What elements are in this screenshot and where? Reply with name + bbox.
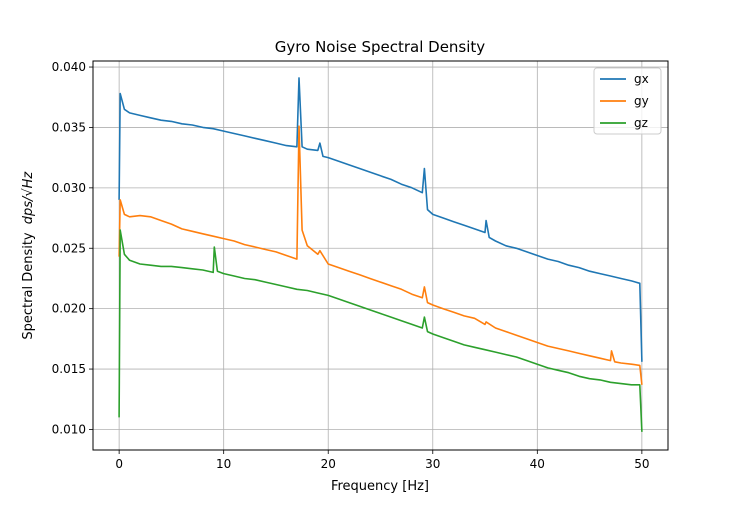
x-tick-label: 40 <box>530 457 545 471</box>
y-axis-label-prefix: Spectral Density <box>21 232 36 340</box>
y-tick-label: 0.020 <box>52 302 86 316</box>
x-tick-label: 10 <box>216 457 231 471</box>
x-tick-label: 50 <box>634 457 649 471</box>
x-tick-label: 20 <box>321 457 336 471</box>
series-line-gx <box>118 77 643 362</box>
legend-box <box>593 67 662 135</box>
chart-title: Gyro Noise Spectral Density <box>275 38 486 56</box>
series-line-gy <box>118 125 643 385</box>
plot-frame <box>92 60 669 451</box>
grid-lines <box>93 61 668 450</box>
x-tick-label: 0 <box>115 457 123 471</box>
x-axis-label: Frequency [Hz] <box>331 479 429 494</box>
x-axis: 0 10 20 30 40 50 <box>115 450 650 471</box>
y-axis-label: Spectral Density dps/√Hz <box>21 171 36 340</box>
y-tick-label: 0.040 <box>52 60 86 74</box>
y-tick-label: 0.030 <box>52 181 86 195</box>
y-tick-label: 0.010 <box>52 422 86 436</box>
y-tick-label: 0.035 <box>52 120 86 134</box>
legend: gx gy gz <box>593 67 662 135</box>
series-lines <box>118 77 643 432</box>
legend-label-gx: gx <box>634 72 649 86</box>
y-axis-label-units: dps/√Hz <box>21 171 36 225</box>
legend-label-gz: gz <box>634 116 648 130</box>
y-axis: 0.010 0.015 0.020 0.025 0.030 0.035 0.040 <box>52 60 93 436</box>
x-tick-label: 30 <box>425 457 440 471</box>
series-line-gz <box>118 229 643 432</box>
legend-label-gy: gy <box>634 94 649 108</box>
y-tick-label: 0.025 <box>52 241 86 255</box>
y-tick-label: 0.015 <box>52 362 86 376</box>
